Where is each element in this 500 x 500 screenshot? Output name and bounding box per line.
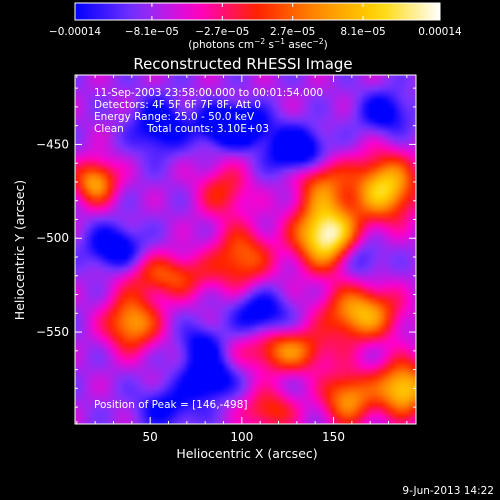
colorbar (74, 2, 441, 21)
y-axis-title: Heliocentric Y (arcsec) (12, 180, 27, 320)
x-tick-label: 50 (143, 430, 158, 444)
colorbar-tick-label: −0.00014 (49, 26, 102, 38)
annotation-time-range: 11-Sep-2003 23:58:00.000 to 00:01:54.000 (94, 87, 323, 99)
colorbar-unit-label: (photons cm−2 s−1 asec−2) (188, 37, 327, 51)
x-axis-title: Heliocentric X (arcsec) (176, 446, 317, 461)
x-tick-label: 150 (322, 430, 345, 444)
annotation-energy-range: Energy Range: 25.0 - 50.0 keV (94, 111, 255, 123)
colorbar-tick-label: 0.00014 (418, 26, 462, 38)
y-tick-label: −550 (36, 325, 69, 339)
y-tick-label: −500 (36, 231, 69, 245)
colorbar-tick-label: −8.1e−05 (125, 26, 179, 38)
colorbar-tick-label: 2.7e−05 (270, 26, 315, 38)
x-tick-label: 100 (230, 430, 253, 444)
chart-title: Reconstructed RHESSI Image (133, 55, 352, 73)
heatmap-image (75, 75, 416, 424)
annotation-algorithm: Clean (94, 123, 124, 135)
colorbar-tick-label: −2.7e−05 (195, 26, 249, 38)
y-tick-label: −450 (36, 137, 69, 151)
plot-frame (74, 74, 417, 425)
annotation-detectors: Detectors: 4F 5F 6F 7F 8F, Att 0 (94, 99, 261, 111)
annotation-total-counts: Total counts: 3.10E+03 (146, 123, 269, 135)
footer-timestamp: 9-Jun-2013 14:22 (402, 485, 494, 497)
colorbar-ticks: −0.00014 −8.1e−05 −2.7e−05 2.7e−05 8.1e−05 0.… (49, 3, 462, 38)
colorbar-tick-label: 8.1e−05 (340, 26, 385, 38)
annotation-peak-position: Position of Peak = [146,-498] (94, 399, 248, 411)
annotation-block: 11-Sep-2003 23:58:00.000 to 00:01:54.000… (94, 87, 323, 411)
axis-ticks: 50 100 150 −450 −500 −550 (36, 75, 416, 444)
